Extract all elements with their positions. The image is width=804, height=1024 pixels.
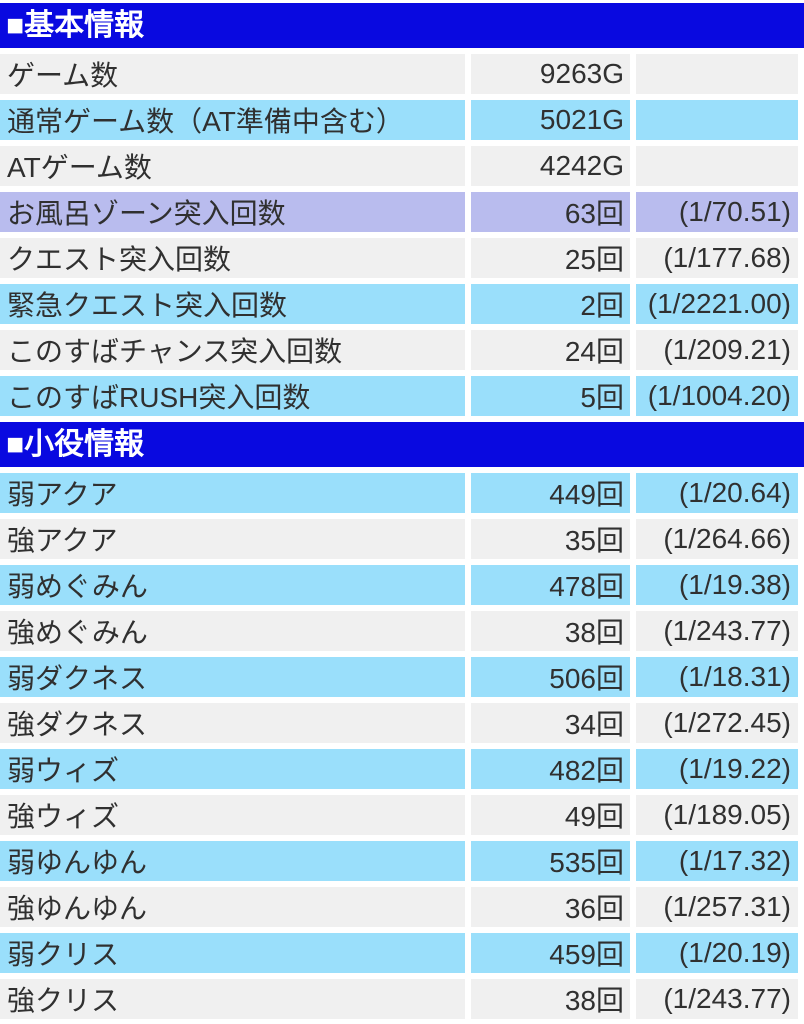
row-value: 482回: [471, 749, 630, 789]
row-ratio: (1/209.21): [636, 330, 798, 370]
row-value: 34回: [471, 703, 630, 743]
row-label: 弱めぐみん: [0, 565, 465, 605]
row-label: 強ダクネス: [0, 703, 465, 743]
row-value: 36回: [471, 887, 630, 927]
row-ratio: (1/20.64): [636, 473, 798, 513]
row-ratio: (1/70.51): [636, 192, 798, 232]
table-row: クエスト突入回数 25回 (1/177.68): [0, 238, 804, 278]
row-ratio: (1/18.31): [636, 657, 798, 697]
row-label: 弱ダクネス: [0, 657, 465, 697]
row-value: 9263G: [471, 54, 630, 94]
row-value: 25回: [471, 238, 630, 278]
row-label: 弱クリス: [0, 933, 465, 973]
table-row: このすばチャンス突入回数 24回 (1/209.21): [0, 330, 804, 370]
row-label: 強アクア: [0, 519, 465, 559]
row-label: このすばチャンス突入回数: [0, 330, 465, 370]
row-ratio: [636, 100, 798, 140]
row-label: お風呂ゾーン突入回数: [0, 192, 465, 232]
row-value: 4242G: [471, 146, 630, 186]
row-label: 強ウィズ: [0, 795, 465, 835]
row-label: ATゲーム数: [0, 146, 465, 186]
row-value: 535回: [471, 841, 630, 881]
row-label: 強クリス: [0, 979, 465, 1019]
row-value: 2回: [471, 284, 630, 324]
section-header-koyaku-info: ■小役情報: [0, 422, 804, 467]
row-ratio: (1/189.05): [636, 795, 798, 835]
row-value: 38回: [471, 979, 630, 1019]
row-ratio: [636, 146, 798, 186]
row-ratio: (1/177.68): [636, 238, 798, 278]
row-value: 478回: [471, 565, 630, 605]
row-value: 449回: [471, 473, 630, 513]
table-row: このすばRUSH突入回数 5回 (1/1004.20): [0, 376, 804, 416]
row-ratio: (1/257.31): [636, 887, 798, 927]
row-ratio: (1/264.66): [636, 519, 798, 559]
row-value: 459回: [471, 933, 630, 973]
row-value: 5021G: [471, 100, 630, 140]
row-label: 通常ゲーム数（AT準備中含む）: [0, 100, 465, 140]
row-label: このすばRUSH突入回数: [0, 376, 465, 416]
section-header-basic-info: ■基本情報: [0, 3, 804, 48]
table-row-highlight: お風呂ゾーン突入回数 63回 (1/70.51): [0, 192, 804, 232]
row-label: 弱ゆんゆん: [0, 841, 465, 881]
row-ratio: [636, 54, 798, 94]
table-row: 緊急クエスト突入回数 2回 (1/2221.00): [0, 284, 804, 324]
table-row: 通常ゲーム数（AT準備中含む） 5021G: [0, 100, 804, 140]
row-label: 強ゆんゆん: [0, 887, 465, 927]
table-row: ゲーム数 9263G: [0, 54, 804, 94]
table-row: 強アクア 35回 (1/264.66): [0, 519, 804, 559]
row-value: 24回: [471, 330, 630, 370]
table-row: 強ダクネス 34回 (1/272.45): [0, 703, 804, 743]
row-value: 5回: [471, 376, 630, 416]
row-ratio: (1/20.19): [636, 933, 798, 973]
row-label: 緊急クエスト突入回数: [0, 284, 465, 324]
table-row: 弱ウィズ 482回 (1/19.22): [0, 749, 804, 789]
row-value: 35回: [471, 519, 630, 559]
table-row: 強クリス 38回 (1/243.77): [0, 979, 804, 1019]
row-value: 506回: [471, 657, 630, 697]
row-label: クエスト突入回数: [0, 238, 465, 278]
row-label: 弱アクア: [0, 473, 465, 513]
table-row: 強ウィズ 49回 (1/189.05): [0, 795, 804, 835]
row-value: 38回: [471, 611, 630, 651]
table-row: 強めぐみん 38回 (1/243.77): [0, 611, 804, 651]
row-label: 強めぐみん: [0, 611, 465, 651]
row-ratio: (1/272.45): [636, 703, 798, 743]
row-ratio: (1/19.22): [636, 749, 798, 789]
row-label: 弱ウィズ: [0, 749, 465, 789]
row-ratio: (1/1004.20): [636, 376, 798, 416]
row-label: ゲーム数: [0, 54, 465, 94]
row-ratio: (1/2221.00): [636, 284, 798, 324]
row-ratio: (1/17.32): [636, 841, 798, 881]
row-ratio: (1/243.77): [636, 979, 798, 1019]
table-row: 弱クリス 459回 (1/20.19): [0, 933, 804, 973]
table-row: 弱ダクネス 506回 (1/18.31): [0, 657, 804, 697]
table-row: 弱めぐみん 478回 (1/19.38): [0, 565, 804, 605]
table-row: 弱ゆんゆん 535回 (1/17.32): [0, 841, 804, 881]
row-value: 63回: [471, 192, 630, 232]
table-row: ATゲーム数 4242G: [0, 146, 804, 186]
row-value: 49回: [471, 795, 630, 835]
row-ratio: (1/19.38): [636, 565, 798, 605]
table-row: 弱アクア 449回 (1/20.64): [0, 473, 804, 513]
table-row: 強ゆんゆん 36回 (1/257.31): [0, 887, 804, 927]
row-ratio: (1/243.77): [636, 611, 798, 651]
